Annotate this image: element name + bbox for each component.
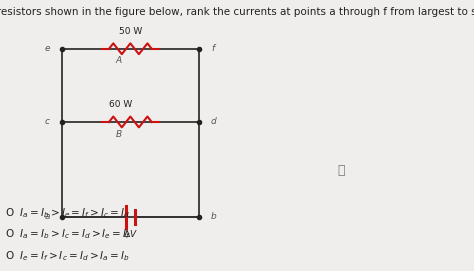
Text: 50 W: 50 W <box>118 27 142 36</box>
Text: B: B <box>116 130 121 139</box>
Text: f: f <box>211 44 214 53</box>
Text: ⓘ: ⓘ <box>337 164 345 177</box>
Text: $\Delta V$: $\Delta V$ <box>123 228 138 238</box>
Text: d: d <box>211 117 217 127</box>
Text: O  $I_a = I_b > I_e = I_f > I_c = I_d$: O $I_a = I_b > I_e = I_f > I_c = I_d$ <box>5 206 130 220</box>
Text: A: A <box>116 56 121 66</box>
Text: a: a <box>44 212 50 221</box>
Text: O  $I_e = I_f > I_c = I_d > I_a = I_b$: O $I_e = I_f > I_c = I_d > I_a = I_b$ <box>5 249 129 263</box>
Text: For two resistors shown in the figure below, rank the currents at points a throu: For two resistors shown in the figure be… <box>0 7 474 17</box>
Text: e: e <box>44 44 50 53</box>
Text: b: b <box>211 212 217 221</box>
Text: O  $I_a = I_b > I_c = I_d > I_e = I_f$: O $I_a = I_b > I_c = I_d > I_e = I_f$ <box>5 228 131 241</box>
Text: 60 W: 60 W <box>109 100 133 109</box>
Text: c: c <box>45 117 50 127</box>
